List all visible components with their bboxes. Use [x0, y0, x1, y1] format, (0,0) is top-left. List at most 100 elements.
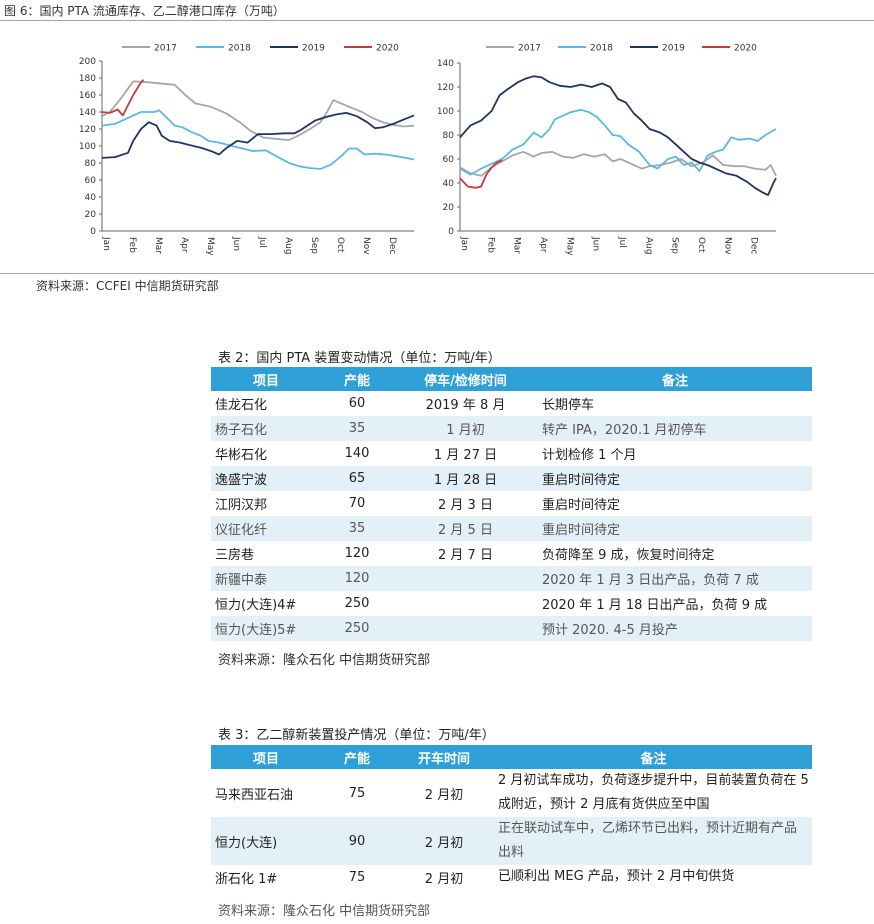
x-tick-label: Nov: [722, 237, 732, 255]
y-tick-label: 140: [437, 59, 454, 69]
cell-remarks: 预计 2020. 4-5 月投产: [538, 616, 812, 641]
table-row: 佳龙石化 60 2019 年 8 月 长期停车: [211, 391, 812, 416]
x-tick-label: Feb: [127, 237, 137, 253]
x-tick-label: Nov: [361, 237, 371, 255]
table3-title: 表 3：乙二醇新装置投产情况（单位：万吨/年）: [218, 728, 495, 743]
header-start-time: 开车时间: [393, 745, 495, 769]
cell-project: 恒力(大连)5#: [211, 616, 321, 641]
x-tick-label: May: [564, 237, 574, 256]
cell-capacity: 90: [321, 817, 393, 865]
series-line-2017: [459, 150, 777, 177]
y-tick-label: 20: [443, 203, 455, 213]
x-tick-label: Jun: [231, 236, 241, 251]
cell-project: 恒力(大连)4#: [215, 598, 297, 613]
y-tick-label: 100: [437, 107, 454, 117]
cell-time: 1 月 27 日: [433, 448, 498, 463]
table-row: 马来西亚石油 75 2 月初 2 月初试车成功，负荷逐步提升中，目前装置负荷在 5 成…: [211, 769, 812, 817]
x-tick-label: Jul: [257, 236, 267, 248]
table-row: 恒力(大连)4# 250 2020 年 1 月 18 日出产品，负荷 9 成: [211, 591, 812, 616]
cell-capacity: 250: [344, 596, 370, 611]
x-tick-label: Mar: [512, 237, 522, 254]
cell-remarks: 正在联动试车中，乙烯环节已出料，预计近期有产品出料: [495, 817, 812, 865]
x-tick-label: Apr: [179, 237, 189, 253]
x-tick-label: Sep: [309, 237, 319, 254]
legend-label-2017: 2017: [154, 44, 177, 54]
cell-project: 浙石化 1#: [215, 871, 278, 887]
cell-remarks: 重启时间待定: [538, 466, 812, 491]
cell-remarks: 2020 年 1 月 18 日出产品，负荷 9 成: [542, 598, 768, 613]
cell-capacity: 65: [321, 466, 393, 491]
x-tick-label: Feb: [485, 237, 495, 253]
cell-remarks: 已顺利出 MEG 产品，预计 2 月中旬供货: [498, 869, 735, 884]
cell-time: [393, 616, 538, 641]
header-project: 项目: [211, 367, 321, 391]
legend-label-2018: 2018: [590, 44, 613, 54]
cell-project: 恒力(大连): [211, 817, 321, 865]
table-row: 恒力(大连) 90 2 月初 正在联动试车中，乙烯环节已出料，预计近期有产品出料: [211, 817, 812, 865]
cell-time: [393, 591, 538, 616]
y-tick-label: 40: [85, 193, 97, 203]
legend-label-2017: 2017: [518, 44, 541, 54]
table2-title: 表 2：国内 PTA 装置变动情况（单位：万吨/年）: [218, 351, 501, 366]
cell-remarks: 转产 IPA，2020.1 月初停车: [538, 416, 812, 441]
cell-capacity: 60: [348, 396, 366, 411]
series-line-2019: [459, 75, 777, 196]
table-row: 恒力(大连)5# 250 预计 2020. 4-5 月投产: [211, 616, 812, 641]
y-tick-label: 120: [79, 125, 96, 135]
cell-remarks: 计划检修 1 个月: [542, 448, 637, 463]
table-row: 浙石化 1# 75 2 月初 已顺利出 MEG 产品，预计 2 月中旬供货: [211, 865, 812, 889]
series-line-2018: [459, 108, 777, 176]
cell-capacity: 120: [344, 546, 370, 561]
header-capacity: 产能: [321, 745, 393, 769]
cell-remarks: 长期停车: [542, 398, 595, 413]
x-tick-label: Oct: [696, 237, 706, 253]
legend-label-2020: 2020: [376, 44, 399, 54]
cell-time: 2 月初: [424, 871, 464, 887]
series-line-2020: [101, 79, 145, 117]
x-tick-label: May: [205, 237, 215, 256]
cell-time: 2019 年 8 月: [425, 398, 506, 413]
y-tick-label: 120: [437, 83, 454, 93]
cell-capacity: 35: [321, 516, 393, 541]
figure-top-rule: [0, 20, 874, 21]
cell-project: 江阴汉邦: [215, 498, 268, 513]
cell-time: 1 月 28 日: [393, 466, 538, 491]
cell-capacity: 250: [321, 616, 393, 641]
header-remarks: 备注: [495, 745, 812, 769]
table3-source: 资料来源：隆众石化 中信期货研究部: [218, 904, 431, 919]
y-tick-label: 40: [443, 179, 455, 189]
cell-remarks: 重启时间待定: [542, 498, 621, 513]
cell-project: 仪征化纤: [211, 516, 321, 541]
cell-capacity: 120: [321, 566, 393, 591]
pta-inventory-chart: 2017 2018 2019 2020 0 20 40 60 80 100 120 140 160 180…: [79, 44, 415, 256]
header-shutdown-time: 停车/检修时间: [393, 367, 538, 391]
meg-new-units-table: 项目 产能 开车时间 备注 马来西亚石油 75 2 月初 2 月初试车成功，负荷逐步提…: [211, 745, 812, 889]
series-line-2018: [101, 109, 415, 170]
cell-remarks: 2 月初试车成功，负荷逐步提升中，目前装置负荷在 5 成附近，预计 2 月底有货…: [498, 773, 809, 812]
x-tick-label: Aug: [283, 237, 293, 255]
cell-capacity: 75: [348, 869, 366, 885]
header-capacity: 产能: [321, 367, 393, 391]
y-tick-label: 80: [85, 159, 97, 169]
cell-time: 2 月 3 日: [438, 498, 493, 513]
cell-project: 马来西亚石油: [215, 787, 294, 803]
x-tick-label: Dec: [749, 237, 759, 254]
cell-time: [393, 566, 538, 591]
y-tick-label: 60: [85, 176, 97, 186]
cell-capacity: 35: [321, 416, 393, 441]
table-header-row: 项目 产能 开车时间 备注: [211, 745, 812, 769]
x-tick-label: Jun: [591, 236, 601, 251]
legend-label-2019: 2019: [302, 44, 325, 54]
cell-capacity: 75: [348, 785, 366, 801]
header-remarks: 备注: [538, 367, 812, 391]
cell-time: 1 月初: [393, 416, 538, 441]
series-line-2020: [459, 159, 503, 189]
table-row: 新疆中泰 120 2020 年 1 月 3 日出产品，负荷 7 成: [211, 566, 812, 591]
x-tick-label: Sep: [670, 237, 680, 254]
cell-time: 2 月初: [393, 817, 495, 865]
table-row: 江阴汉邦 70 2 月 3 日 重启时间待定: [211, 491, 812, 516]
table-row: 杨子石化 35 1 月初 转产 IPA，2020.1 月初停车: [211, 416, 812, 441]
cell-project: 杨子石化: [211, 416, 321, 441]
y-tick-label: 80: [443, 131, 455, 141]
figure-source: 资料来源：CCFEI 中信期货研究部: [36, 279, 219, 293]
